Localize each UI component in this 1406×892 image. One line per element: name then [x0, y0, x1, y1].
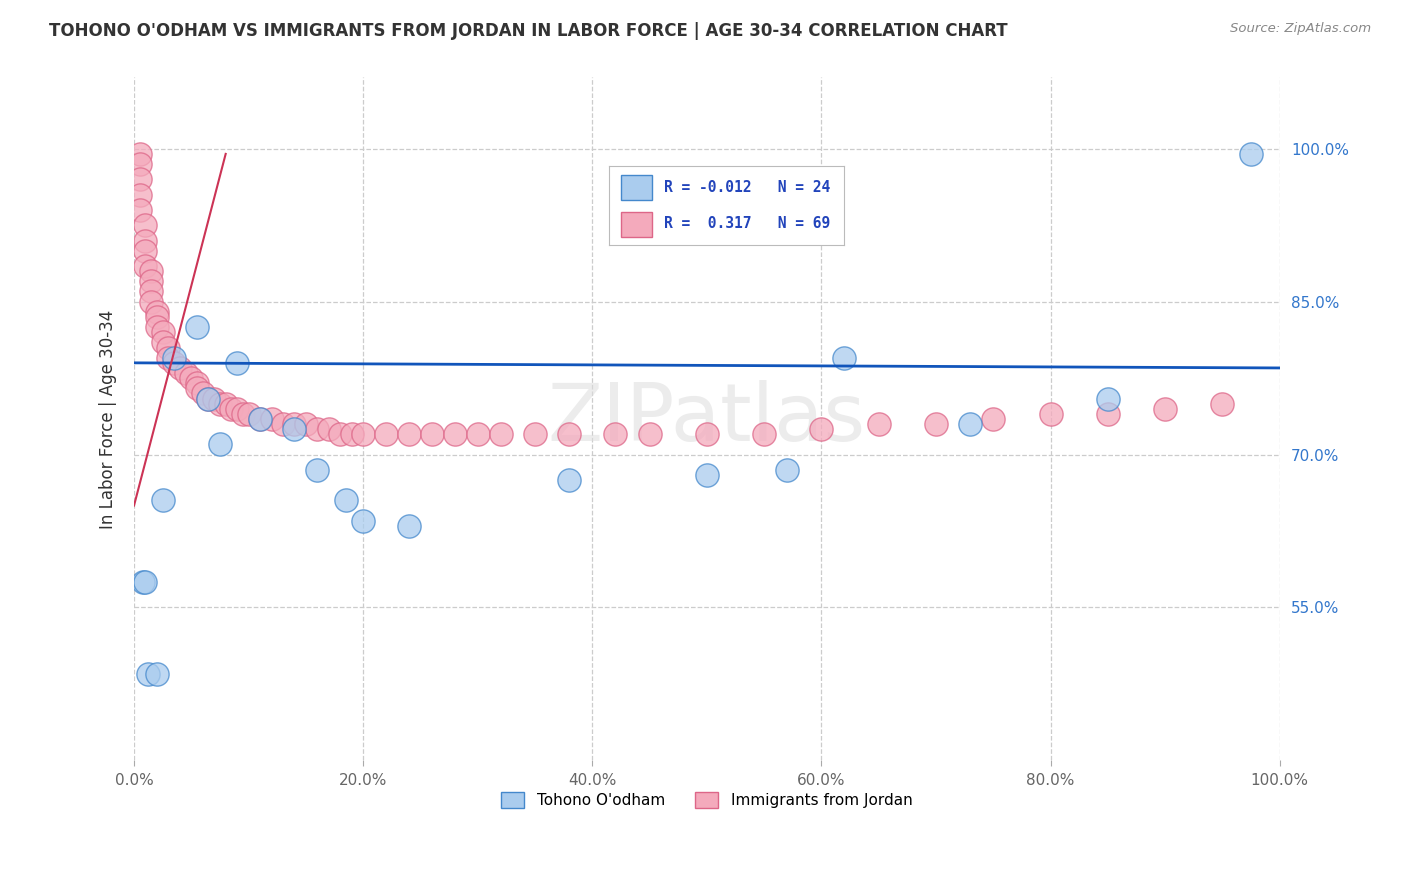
Point [134, 234, 156, 248]
Point [134, 574, 156, 589]
Y-axis label: In Labor Force | Age 30-34: In Labor Force | Age 30-34 [100, 310, 117, 529]
Point [307, 463, 329, 477]
Point [152, 335, 174, 350]
Point [141, 264, 163, 278]
Point [443, 427, 465, 442]
Point [141, 285, 163, 299]
Point [375, 427, 398, 442]
Point [134, 244, 156, 258]
Point [128, 187, 150, 202]
Point [174, 366, 197, 380]
Point [202, 392, 225, 406]
Point [489, 427, 512, 442]
Text: Source: ZipAtlas.com: Source: ZipAtlas.com [1230, 22, 1371, 36]
Point [638, 427, 661, 442]
Point [238, 407, 260, 421]
Point [157, 351, 180, 365]
Point [283, 422, 305, 436]
Point [959, 417, 981, 431]
Point [335, 493, 357, 508]
Point [696, 427, 718, 442]
Point [318, 422, 340, 436]
Point [152, 325, 174, 339]
Point [352, 427, 374, 442]
Point [208, 437, 231, 451]
Point [152, 493, 174, 508]
Point [524, 427, 547, 442]
Point [1154, 401, 1177, 416]
Point [157, 341, 180, 355]
Point [420, 427, 443, 442]
Point [232, 407, 254, 421]
Point [340, 427, 363, 442]
Point [1097, 392, 1119, 406]
Point [271, 417, 294, 431]
Point [128, 202, 150, 217]
Point [128, 147, 150, 161]
Point [981, 412, 1004, 426]
Point [295, 417, 318, 431]
Point [558, 473, 581, 487]
Point [398, 519, 420, 533]
Point [834, 351, 856, 365]
Text: TOHONO O'ODHAM VS IMMIGRANTS FROM JORDAN IN LABOR FORCE | AGE 30-34 CORRELATION : TOHONO O'ODHAM VS IMMIGRANTS FROM JORDAN… [49, 22, 1008, 40]
Point [134, 259, 156, 273]
Point [163, 351, 186, 365]
Point [1039, 407, 1062, 421]
Point [696, 467, 718, 482]
Point [605, 427, 627, 442]
Point [249, 412, 271, 426]
Point [776, 463, 799, 477]
Point [134, 219, 156, 233]
Point [1240, 147, 1263, 161]
Point [186, 381, 208, 395]
Point [163, 356, 186, 370]
Point [810, 422, 832, 436]
Point [558, 427, 581, 442]
Point [1211, 396, 1233, 410]
Point [260, 412, 283, 426]
Point [186, 376, 208, 391]
Point [925, 417, 948, 431]
Point [146, 320, 169, 334]
Point [752, 427, 775, 442]
Point [128, 157, 150, 171]
Point [197, 392, 219, 406]
Point [180, 371, 202, 385]
Point [1097, 407, 1119, 421]
Point [136, 666, 159, 681]
Point [208, 396, 231, 410]
Point [169, 360, 191, 375]
Point [146, 666, 169, 681]
Point [221, 401, 243, 416]
Point [868, 417, 890, 431]
Point [329, 427, 352, 442]
Point [128, 172, 150, 186]
Point [132, 574, 155, 589]
Text: ZIPatlas: ZIPatlas [548, 380, 866, 458]
Point [186, 320, 208, 334]
Point [307, 422, 329, 436]
Point [141, 274, 163, 288]
Legend: Tohono O'odham, Immigrants from Jordan: Tohono O'odham, Immigrants from Jordan [495, 786, 918, 814]
Point [226, 356, 249, 370]
Point [352, 514, 374, 528]
Point [146, 310, 169, 324]
Point [283, 417, 305, 431]
Point [249, 412, 271, 426]
Point [191, 386, 214, 401]
Point [398, 427, 420, 442]
Point [215, 396, 238, 410]
Point [141, 294, 163, 309]
Point [467, 427, 489, 442]
Point [197, 392, 219, 406]
Point [226, 401, 249, 416]
Point [146, 305, 169, 319]
